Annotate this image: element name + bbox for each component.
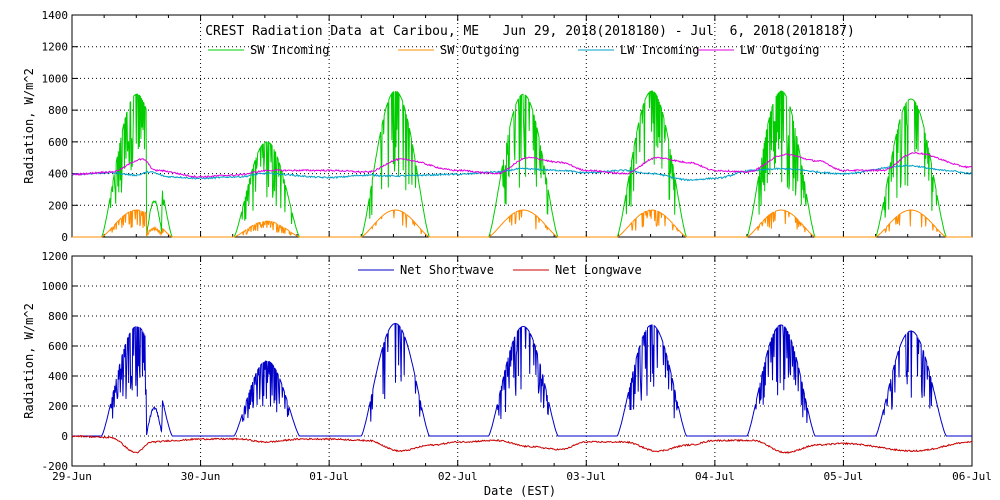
x-axis-title: Date (EST) (484, 484, 556, 498)
y-tick-label: 1200 (42, 41, 69, 54)
y-tick-label: 1000 (42, 280, 69, 293)
y-tick-label: -200 (42, 460, 69, 473)
series-line-net-longwave (71, 434, 973, 454)
x-tick-label: 29-Jun (52, 470, 92, 483)
top-panel-grid (72, 15, 972, 237)
y-tick-label: 1200 (42, 250, 69, 263)
y-tick-label: 1000 (42, 72, 69, 85)
x-tick-label: 05-Jul (824, 470, 864, 483)
x-tick-label: 30-Jun (181, 470, 221, 483)
series-line-lw-incoming (71, 164, 973, 182)
y-tick-label: 0 (61, 231, 68, 244)
legend-label: LW Outgoing (740, 43, 819, 57)
legend-label: SW Outgoing (440, 43, 519, 57)
y-tick-label: 200 (48, 199, 68, 212)
top-panel: 0 200 400 600 800 1000 1200 1400 CREST Radiatio… (22, 9, 973, 244)
bottom-panel-grid (72, 256, 972, 466)
top-y-axis-title: Radiation, W/m^2 (22, 68, 36, 184)
x-tick-label: 06-Jul (952, 470, 992, 483)
x-tick-label: 04-Jul (695, 470, 735, 483)
top-panel-legend: SW Incoming SW Outgoing LW Incoming LW Outg… (208, 43, 819, 57)
bottom-panel-legend: Net Shortwave Net Longwave (358, 263, 642, 277)
x-axis-ticks: 29-Jun 30-Jun 01-Jul 02-Jul 03-Jul 04-Jul 05-J… (52, 470, 992, 483)
series-line-net-shortwave (72, 322, 972, 437)
bottom-panel-y-ticks: -200 0 200 400 600 800 1000 1200 (42, 250, 972, 473)
x-tick-label: 02-Jul (438, 470, 478, 483)
y-tick-label: 400 (48, 168, 68, 181)
series-line-sw-outgoing (72, 209, 972, 238)
bottom-panel-plot (71, 322, 973, 454)
top-panel-y-ticks: 0 200 400 600 800 1000 1200 1400 (42, 9, 972, 244)
legend-label: SW Incoming (250, 43, 329, 57)
y-tick-label: 600 (48, 136, 68, 149)
y-tick-label: 1400 (42, 9, 69, 22)
x-tick-label: 01-Jul (309, 470, 349, 483)
legend-label: Net Shortwave (400, 263, 494, 277)
y-tick-label: 600 (48, 340, 68, 353)
legend-label: LW Incoming (620, 43, 699, 57)
y-tick-label: 800 (48, 104, 68, 117)
y-tick-label: 0 (61, 430, 68, 443)
bottom-y-axis-title: Radiation, W/m^2 (22, 303, 36, 419)
chart-title: CREST Radiation Data at Caribou, ME Jun … (205, 24, 855, 39)
y-tick-label: 400 (48, 370, 68, 383)
y-tick-label: 800 (48, 310, 68, 323)
top-panel-plot (71, 90, 973, 238)
legend-label: Net Longwave (555, 263, 642, 277)
y-tick-label: 200 (48, 400, 68, 413)
series-line-lw-outgoing (71, 151, 973, 178)
x-tick-label: 03-Jul (566, 470, 606, 483)
